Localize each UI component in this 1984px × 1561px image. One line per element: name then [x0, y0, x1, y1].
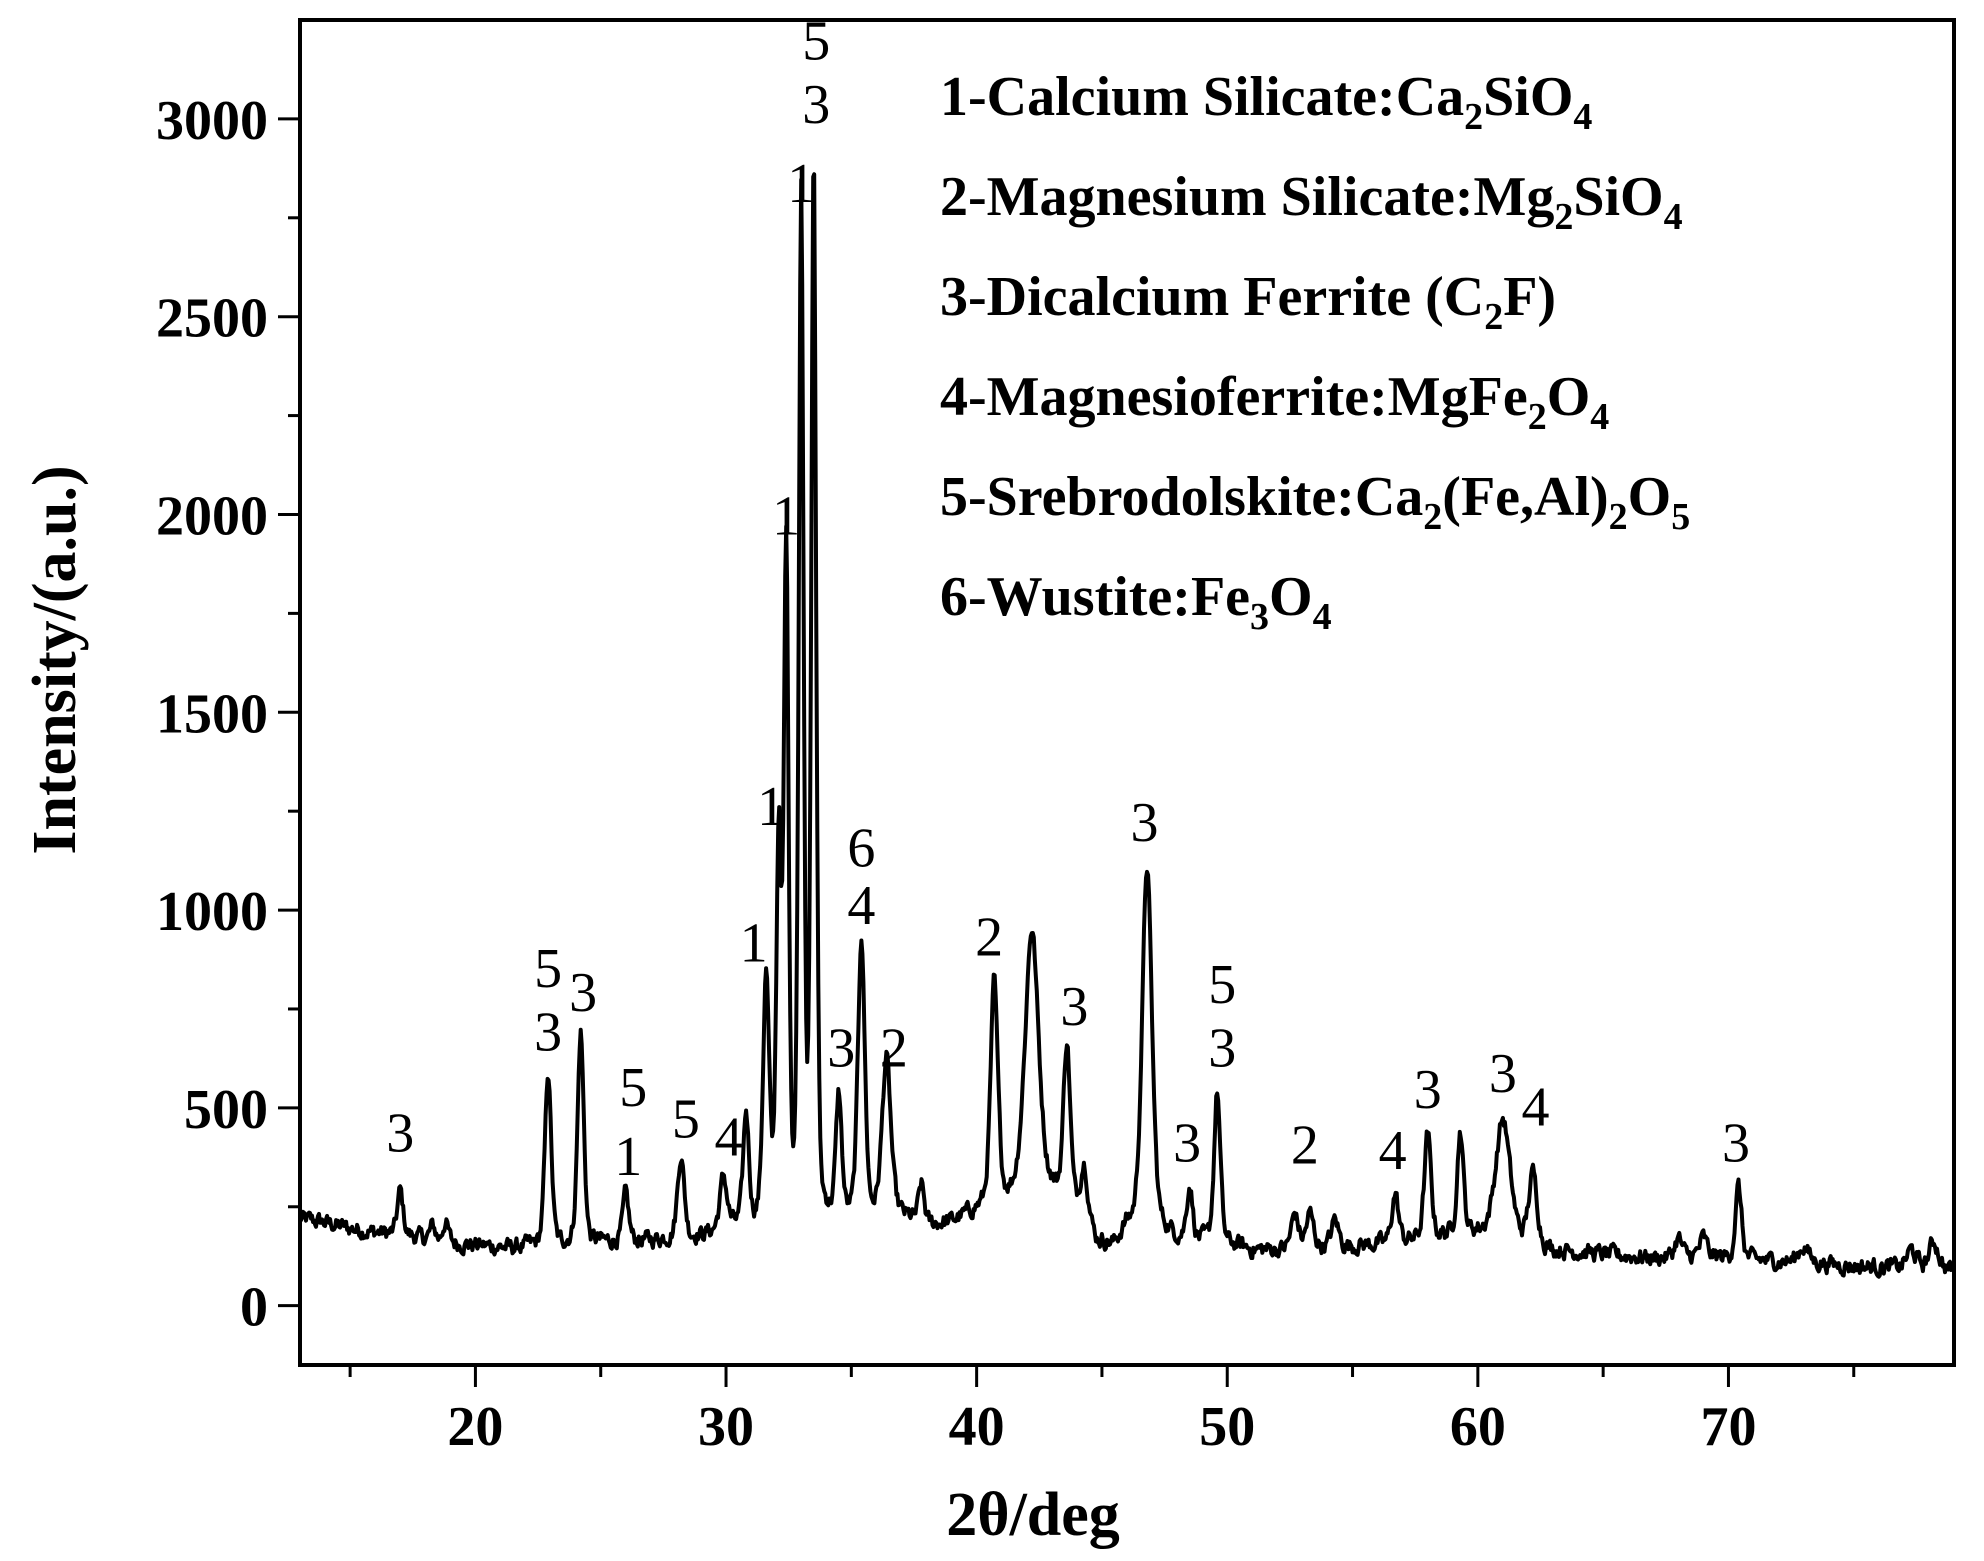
legend-entry: 6-Wustite:Fe3O4: [940, 566, 1332, 638]
legend-formula-part: Mg: [1473, 166, 1554, 228]
legend-entry-name: 1-Calcium Silicate:: [940, 66, 1396, 128]
y-tick-label: 500: [184, 1079, 268, 1141]
legend-entry: 3-Dicalcium Ferrite (C2F): [940, 266, 1556, 338]
legend-formula-subscript: 4: [1590, 396, 1609, 438]
peak-label: 1: [757, 776, 785, 838]
legend-formula-part: Fe: [1191, 566, 1250, 628]
peak-label: 3: [1173, 1112, 1201, 1174]
y-axis-title: Intensity/(a.u.): [21, 465, 89, 854]
x-tick-label: 40: [949, 1396, 1005, 1458]
legend-formula-part: MgFe: [1388, 366, 1528, 428]
xrd-pattern-line: [298, 172, 1956, 1279]
y-tick-label: 2500: [156, 288, 268, 350]
legend-formula-subscript: 2: [1484, 296, 1503, 338]
peak-label: 1: [614, 1126, 642, 1188]
legend-formula-part: O: [1269, 566, 1313, 628]
x-tick-label: 70: [1700, 1396, 1756, 1458]
legend-formula-part: Ca: [1396, 66, 1464, 128]
legend-entry-name: 6-Wustite:: [940, 566, 1191, 628]
peak-label: 3: [1414, 1059, 1442, 1121]
y-tick-label: 1000: [156, 881, 268, 943]
legend-formula-subscript: 2: [1609, 496, 1628, 538]
legend-formula-part: C: [1444, 266, 1484, 328]
legend-entry: 1-Calcium Silicate:Ca2SiO4: [940, 66, 1592, 138]
peak-label: 3: [386, 1102, 414, 1164]
y-tick-label: 1500: [156, 683, 268, 745]
legend-entry: 5-Srebrodolskite:Ca2(Fe,Al)2O5: [940, 466, 1690, 538]
x-tick-label: 60: [1450, 1396, 1506, 1458]
peak-label: 3: [1489, 1043, 1517, 1105]
legend-entry-name: 2-Magnesium Silicate:: [940, 166, 1473, 228]
legend-formula-subscript: 4: [1664, 196, 1683, 238]
legend-formula-subscript: 2: [1528, 396, 1547, 438]
peak-label: 5: [534, 938, 562, 1000]
legend-formula-subscript: 5: [1671, 496, 1690, 538]
y-tick-label: 3000: [156, 90, 268, 152]
x-axis: 20 30 40 50 60 70: [348, 1365, 1856, 1458]
peak-label: 4: [847, 875, 875, 937]
peak-label: 3: [1131, 792, 1159, 854]
peak-label: 1: [772, 485, 800, 547]
x-tick-label: 30: [698, 1396, 754, 1458]
legend-formula-part: SiO: [1483, 66, 1573, 128]
peak-label: 3: [1208, 1017, 1236, 1079]
legend-entry-name: 3-Dicalcium Ferrite (: [940, 266, 1444, 328]
legend-entry-name: 5-Srebrodolskite:: [940, 466, 1355, 528]
legend-formula-part: O: [1628, 466, 1672, 528]
legend-formula-subscript: 4: [1573, 96, 1592, 138]
y-tick-label: 2000: [156, 485, 268, 547]
legend-formula-part: SiO: [1573, 166, 1663, 228]
plot-frame: [298, 18, 1956, 1367]
legend-formula-subscript: 4: [1313, 596, 1332, 638]
peak-label: 1: [787, 153, 815, 215]
peak-label: 4: [1521, 1077, 1549, 1139]
peak-label: 2: [1291, 1114, 1319, 1176]
legend-formula-subscript: 2: [1464, 96, 1483, 138]
y-tick-label: 0: [240, 1277, 268, 1339]
peak-label: 3: [1060, 976, 1088, 1038]
peak-label: 4: [1379, 1120, 1407, 1182]
legend-formula-part: O: [1547, 366, 1591, 428]
legend-formula-subscript: 2: [1554, 196, 1573, 238]
peak-label: 6: [847, 818, 875, 880]
legend-formula-part: Ca: [1355, 466, 1423, 528]
peak-label: 4: [715, 1106, 743, 1168]
peak-label: 3: [1722, 1112, 1750, 1174]
peak-label: 3: [569, 962, 597, 1024]
x-axis-title: 2θ/deg: [946, 1481, 1120, 1549]
legend-entry: 4-Magnesioferrite:MgFe2O4: [940, 366, 1609, 438]
legend-formula-part: (Fe,Al): [1442, 466, 1608, 528]
peak-label: 5: [619, 1057, 647, 1119]
peak-label: 3: [827, 1017, 855, 1079]
legend-entry: 2-Magnesium Silicate:Mg2SiO4: [940, 166, 1683, 238]
peak-label: 5: [1208, 954, 1236, 1016]
peak-label: 3: [802, 74, 830, 136]
peak-label: 2: [975, 907, 1003, 969]
legend-formula-part: F): [1503, 266, 1556, 328]
x-tick-label: 50: [1199, 1396, 1255, 1458]
peak-label: 5: [802, 11, 830, 73]
legend-formula-subscript: 3: [1250, 596, 1269, 638]
peak-label: 5: [672, 1089, 700, 1151]
peak-label: 2: [880, 1017, 908, 1079]
peak-label: 3: [534, 1002, 562, 1064]
x-tick-label: 20: [447, 1396, 503, 1458]
y-axis: 0 500 1000 1500 2000 2500 3000: [156, 90, 300, 1339]
peak-label: 1: [740, 913, 768, 975]
legend-formula-subscript: 2: [1423, 496, 1442, 538]
legend-entry-name: 4-Magnesioferrite:: [940, 366, 1388, 428]
